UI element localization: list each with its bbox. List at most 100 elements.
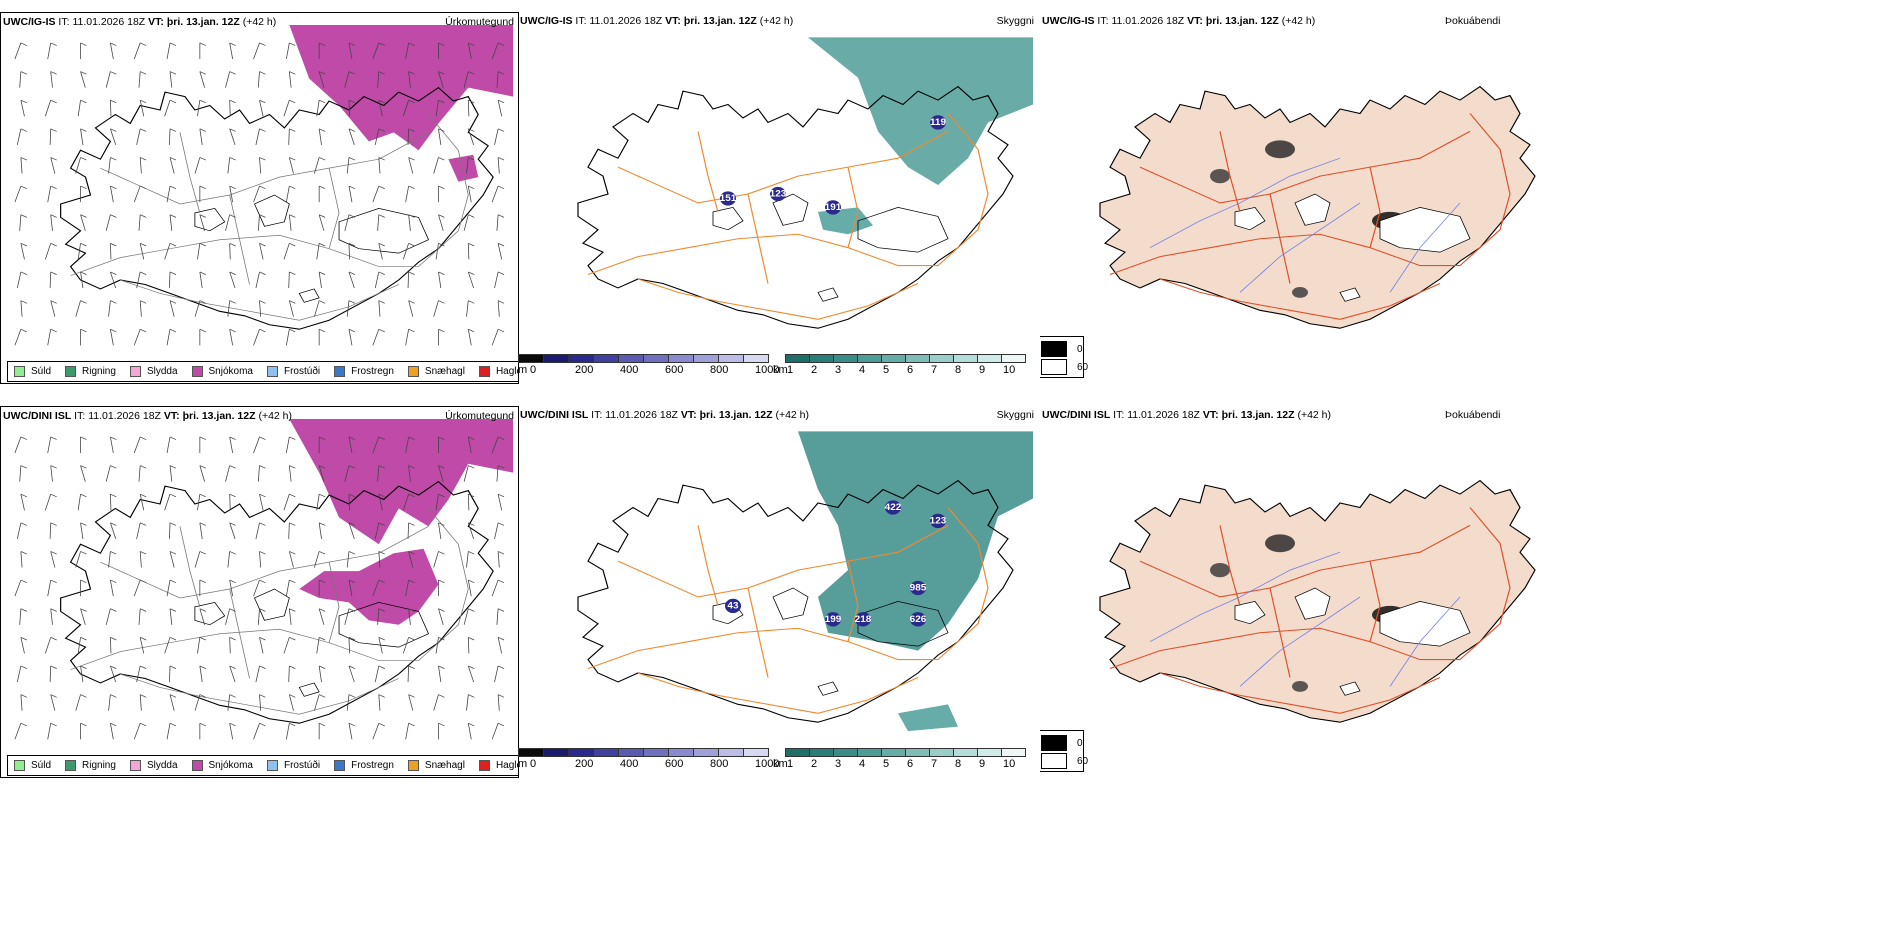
colorbar-tick: 0: [530, 758, 537, 770]
wind-barb: [229, 722, 236, 740]
wind-barb: [253, 42, 266, 60]
wind-barb: [438, 608, 445, 625]
wind-barb: [283, 636, 296, 654]
legend-item: Slydda: [129, 760, 178, 771]
precip-type-map: [14, 25, 514, 346]
glacier-outline: [338, 602, 430, 648]
colorbar-cell: [743, 748, 769, 757]
wind-barb: [164, 636, 177, 654]
glacier-outline: [817, 681, 839, 696]
glacier-outline: [298, 288, 320, 303]
it-value: 11.01.2026 18Z: [72, 16, 146, 28]
wind-barb: [16, 271, 28, 289]
wind-barb: [402, 242, 415, 260]
wind-barb: [346, 694, 356, 711]
colorbar-cell: [929, 354, 954, 363]
glacier-outline: [1294, 193, 1331, 226]
road-line: [697, 525, 719, 607]
glacier-outline: [1379, 601, 1471, 647]
wind-barb: [133, 185, 147, 203]
wind-barb: [497, 493, 505, 511]
colorbar-cell: [618, 354, 644, 363]
wind-barb: [80, 42, 87, 59]
visibility-panel: 119 123 151 191 UWC/IG-IS IT: 11.01.2026 18Z…: [518, 12, 1038, 382]
wind-barb: [346, 300, 356, 317]
colorbar-tick: 800: [710, 364, 729, 376]
wind-barb: [225, 214, 236, 231]
model-name: UWC/IG-IS: [3, 16, 56, 28]
wind-barb: [497, 99, 505, 117]
wind-barb: [402, 636, 415, 654]
panel-field-label: Skyggni: [996, 409, 1034, 421]
wind-barb: [466, 551, 475, 568]
wind-barb: [136, 271, 147, 289]
wind-barb: [318, 71, 326, 88]
fog-indicator-map: [1099, 85, 1536, 329]
wind-barb: [109, 493, 117, 511]
wind-barb: [318, 271, 326, 289]
wind-barb: [377, 71, 385, 88]
fog-legend-swatch: [1041, 359, 1067, 375]
legend-swatch: [129, 760, 141, 771]
fog-legend-row: 60: [1041, 753, 1088, 769]
wind-barb: [227, 300, 236, 317]
glacier-outline: [817, 287, 839, 302]
wind-barb: [496, 608, 505, 625]
road-line: [1159, 278, 1441, 320]
wind-barb: [77, 493, 87, 511]
model-name: UWC/IG-IS: [1042, 15, 1095, 27]
road-line: [637, 672, 919, 714]
fog-legend-value: 60: [1077, 361, 1089, 373]
colorbar-cell: [743, 354, 769, 363]
wind-barb: [346, 551, 356, 568]
wind-barb: [463, 214, 475, 231]
wind-barb: [227, 157, 236, 174]
visibility-colorbar: km 1 2 3 4 5 6 7 8 9 10: [773, 746, 1033, 772]
wind-barb: [402, 99, 415, 117]
wind-barb: [466, 157, 475, 174]
wind-barb: [49, 271, 57, 289]
wind-barb: [194, 300, 206, 317]
wind-barb: [491, 579, 505, 597]
wind-barb: [467, 636, 475, 654]
model-name: UWC/DINI ISL: [520, 409, 589, 421]
wind-barb: [318, 42, 326, 59]
glacier-outline: [1294, 587, 1331, 620]
wind-barb: [288, 665, 296, 683]
glacier-outline: [1234, 601, 1266, 625]
colorbar-tick: 1: [787, 758, 794, 770]
road-line: [1109, 113, 1511, 276]
wind-barb: [229, 436, 236, 454]
wind-barb: [288, 271, 296, 289]
colorbar-tick: 2: [811, 364, 818, 376]
wind-barb: [138, 214, 147, 231]
wind-barb: [497, 551, 505, 568]
road-line: [587, 507, 989, 670]
legend-swatch: [191, 366, 203, 377]
colorbar-tick: 3: [835, 758, 842, 770]
vt-label: VT:: [680, 409, 697, 421]
fog-spot: [1265, 534, 1295, 553]
wind-barb: [463, 465, 475, 482]
wind-barb: [438, 465, 445, 482]
wind-barb: [138, 608, 147, 625]
wind-barb: [466, 300, 475, 317]
precip-type-panel: UWC/DINI ISL IT: 11.01.2026 18Z VT: þri.…: [0, 406, 519, 778]
wind-barb: [467, 722, 475, 740]
wind-barb: [318, 214, 326, 231]
wind-barb: [438, 665, 445, 683]
wind-barb: [227, 551, 236, 568]
wind-barb: [109, 99, 117, 117]
wind-barb: [407, 271, 415, 289]
wind-barb: [438, 128, 445, 145]
wind-barb: [491, 42, 505, 60]
wind-barb: [255, 128, 266, 145]
wind-barb: [14, 328, 28, 346]
wind-barb: [318, 579, 326, 597]
river-line: [1239, 596, 1361, 687]
vt-value: þri. 13.jan. 12Z: [699, 409, 773, 421]
wind-barb: [169, 157, 177, 174]
wind-barb: [496, 465, 505, 482]
legend-item: Frostúði: [266, 760, 320, 771]
wind-barb: [313, 157, 326, 174]
